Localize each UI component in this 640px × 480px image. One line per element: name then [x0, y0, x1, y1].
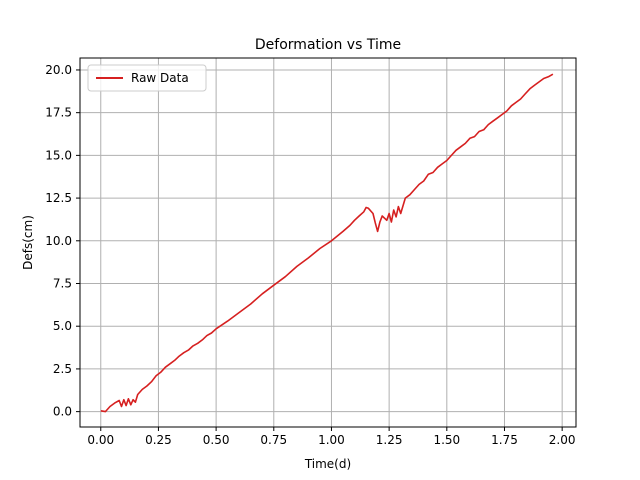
chart-title: Deformation vs Time — [255, 37, 401, 53]
x-tick-label: 1.00 — [318, 433, 345, 447]
y-tick-label: 17.5 — [45, 106, 72, 120]
x-axis-label: Time(d) — [304, 457, 351, 471]
x-tick-label: 0.25 — [145, 433, 172, 447]
x-tick-label: 1.25 — [376, 433, 403, 447]
y-axis-label: Defs(cm) — [21, 215, 35, 270]
x-tick-label: 1.75 — [491, 433, 518, 447]
y-tick-label: 0.0 — [53, 405, 72, 419]
x-tick-label: 0.75 — [260, 433, 287, 447]
series-layer — [100, 73, 554, 413]
y-tick-label: 7.5 — [53, 277, 72, 291]
legend-box — [87, 64, 207, 92]
x-tick-label: 1.50 — [433, 433, 460, 447]
legend: Raw Data — [87, 64, 207, 92]
x-tick-label: 0.50 — [203, 433, 230, 447]
y-tick-label: 5.0 — [53, 319, 72, 333]
grid — [80, 58, 576, 427]
y-tick-label: 2.5 — [53, 362, 72, 376]
ticks: 0.00 0.25 0.50 0.75 1.00 1.25 1.50 1.75 2.00 0.0 2… — [45, 63, 575, 447]
y-tick-label: 20.0 — [45, 63, 72, 77]
series-line-raw-data — [100, 73, 554, 413]
x-tick-label: 2.00 — [549, 433, 576, 447]
legend-entry-raw-data: Raw Data — [131, 71, 189, 85]
x-tick-label: 0.00 — [87, 433, 114, 447]
y-tick-label: 12.5 — [45, 191, 72, 205]
plot-frame — [79, 57, 577, 428]
y-tick-label: 10.0 — [45, 234, 72, 248]
y-tick-label: 15.0 — [45, 148, 72, 162]
